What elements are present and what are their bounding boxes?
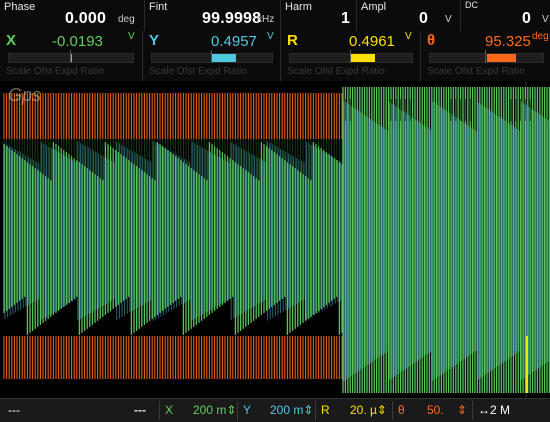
meter-y[interactable]: Y 0.4957 V Scale Ofst Expd Ratio [143,31,281,81]
meter-y-center-tick [211,50,212,63]
ampl-field[interactable]: Ampl 0 V [357,0,461,31]
status-mid: --- [134,403,146,417]
divider [392,401,393,420]
scale-x-value[interactable]: 200 m⇕ [193,403,237,417]
meter-y-bar [151,53,273,63]
plot-corner-label: Gps [8,85,42,105]
meter-theta-center-tick [485,50,486,63]
meter-x-label: X [6,32,17,49]
meter-theta-value: 95.325 [485,33,531,50]
dc-label: DC [465,0,478,10]
meter-theta-sub: Scale Ofst Expd Ratio [427,66,525,77]
meter-y-sub: Scale Ofst Expd Ratio [149,66,247,77]
meter-y-value: 0.4957 [211,33,257,50]
scale-theta-label: θ [398,403,405,417]
scale-theta-value[interactable]: 50. [427,403,444,417]
scale-r-value[interactable]: 20. µ⇕ [350,403,387,417]
phase-unit: deg [118,14,135,25]
meter-y-fill [212,54,236,62]
meter-x-sub: Scale Ofst Expd Ratio [6,66,104,77]
meter-r-bar [289,53,413,63]
meter-x-bar [8,53,134,63]
divider [237,401,238,420]
divider [472,401,473,420]
divider [315,401,316,420]
meter-x-value: -0.0193 [52,33,103,50]
meter-y-label: Y [149,32,160,49]
meter-x-center-tick [70,50,71,63]
dc-field[interactable]: DC 0 V [461,0,550,31]
meter-r-label: R [287,32,298,49]
ampl-label: Ampl [361,1,387,13]
dc-unit: V [542,14,549,25]
scale-x-label: X [165,403,174,417]
fint-field[interactable]: Fint 99.9998 kHz [145,0,281,31]
dc-value: 0 [522,10,532,27]
meter-r-fill [351,54,376,62]
meter-x[interactable]: X -0.0193 V Scale Ofst Expd Ratio [0,31,143,81]
ampl-value: 0 [419,10,429,27]
scale-theta-arrows-icon[interactable]: ⇕ [457,403,468,417]
meter-r-sub: Scale Ofst Expd Ratio [287,66,385,77]
phase-field[interactable]: Phase 0.000 deg [0,0,145,31]
fint-label: Fint [149,1,168,13]
meter-theta[interactable]: θ 95.325 deg Scale Ofst Expd Ratio [421,31,550,81]
meter-theta-unit: deg [532,31,549,42]
meter-theta-bar [429,53,544,63]
waveform-svg [3,81,550,398]
meter-r-value: 0.4961 [349,33,395,50]
status-left: --- [8,403,20,417]
meter-x-unit: V [128,31,135,42]
scale-y-label: Y [243,403,252,417]
scale-bar: --- --- X 200 m⇕ Y 200 m⇕ R 20. µ⇕ θ 50.… [0,398,550,422]
scale-y-value[interactable]: 200 m⇕ [270,403,314,417]
meter-row: X -0.0193 V Scale Ofst Expd Ratio Y 0.49… [0,31,550,81]
scale-r-label: R [321,403,330,417]
ampl-unit: V [445,14,452,25]
meter-r-unit: V [405,31,412,42]
parameter-bar: Phase 0.000 deg Fint 99.9998 kHz Harm 1 … [0,0,550,31]
divider [159,401,160,420]
harm-value: 1 [341,10,351,27]
harm-label: Harm [285,1,312,13]
fint-unit: kHz [257,14,275,25]
waveform-plot[interactable]: Gps [0,81,550,398]
harm-field[interactable]: Harm 1 [281,0,357,31]
meter-r-center-tick [350,50,351,63]
fint-value: 99.9998 [202,10,262,27]
meter-theta-label: θ [427,32,436,49]
meter-theta-fill [486,54,516,62]
meter-y-unit: V [267,31,274,42]
phase-label: Phase [4,1,36,13]
phase-value: 0.000 [65,10,107,27]
timebase-value[interactable]: ↔2 M [478,403,511,417]
meter-r[interactable]: R 0.4961 V Scale Ofst Expd Ratio [281,31,421,81]
